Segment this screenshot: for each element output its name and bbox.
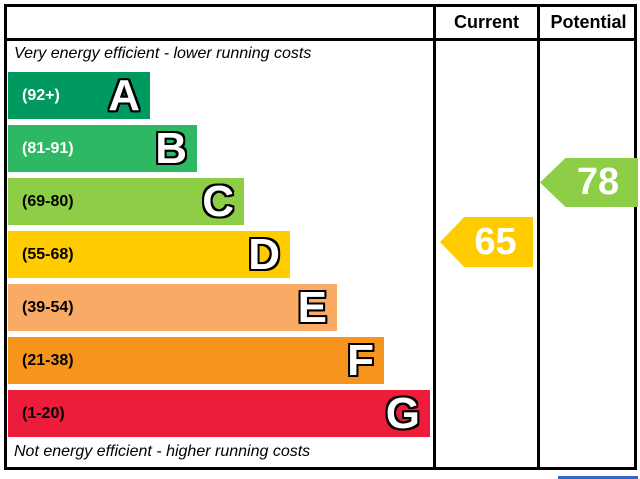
band-e-letter: E	[297, 282, 327, 332]
band-c-letter: C	[202, 176, 234, 226]
current-column-header: Current	[453, 11, 519, 32]
band-f: (21-38) F	[8, 337, 384, 384]
band-g-letter: G	[385, 388, 420, 438]
band-d: (55-68) D	[8, 231, 290, 278]
potential-rating-arrow: 78	[540, 158, 638, 207]
column-divider-current	[433, 4, 436, 470]
band-b-letter: B	[155, 123, 187, 173]
band-a-letter: A	[108, 70, 140, 120]
band-g-range: (1-20)	[22, 405, 65, 422]
top-caption: Very energy efficient - lower running co…	[14, 45, 312, 62]
current-rating-value: 65	[474, 220, 517, 263]
bottom-caption: Not energy efficient - higher running co…	[14, 443, 311, 460]
band-d-range: (55-68)	[22, 246, 74, 263]
band-e-range: (39-54)	[22, 299, 74, 316]
cropped-footer-blue-edge	[558, 476, 638, 479]
column-divider-potential	[537, 4, 540, 470]
band-a-range: (92+)	[22, 87, 60, 104]
band-a: (92+) A	[8, 72, 150, 119]
band-f-range: (21-38)	[22, 352, 74, 369]
band-c-range: (69-80)	[22, 193, 74, 210]
potential-rating-value: 78	[576, 161, 620, 203]
band-e: (39-54) E	[8, 284, 337, 331]
band-b: (81-91) B	[8, 125, 197, 172]
band-f-letter: F	[347, 335, 374, 385]
table-border	[4, 4, 637, 470]
band-d-letter: D	[248, 229, 280, 279]
band-g: (1-20) G	[8, 390, 430, 437]
potential-column-header: Potential	[550, 11, 627, 32]
header-divider	[4, 38, 637, 41]
band-c: (69-80) C	[8, 178, 244, 225]
band-b-range: (81-91)	[22, 140, 74, 157]
